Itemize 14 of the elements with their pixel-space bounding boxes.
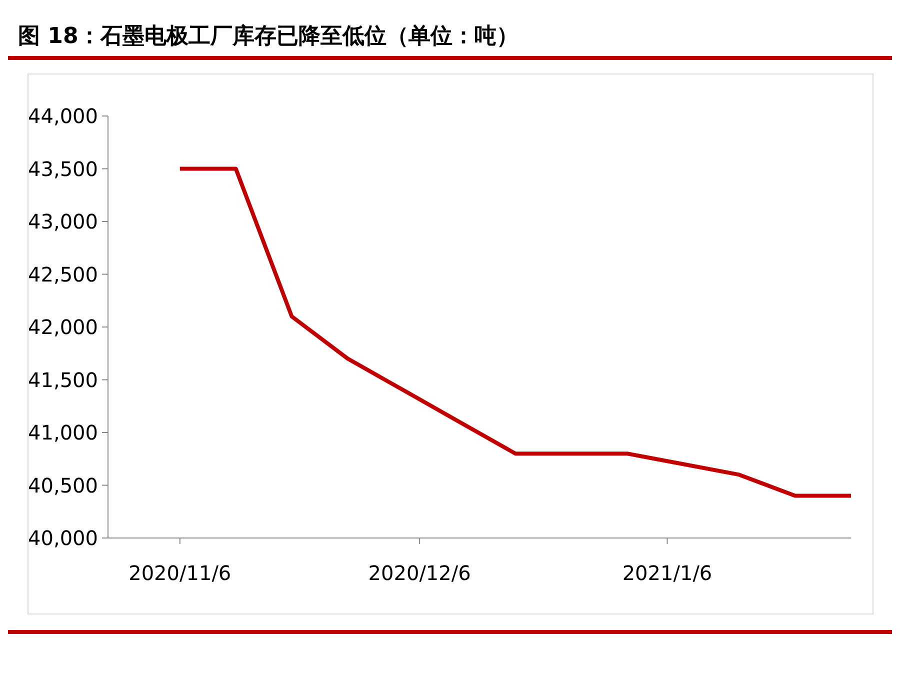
x-tick-label: 2020/11/6 <box>128 561 232 585</box>
y-tick-label: 42,500 <box>28 262 98 286</box>
y-tick-label: 40,000 <box>28 526 98 550</box>
y-tick-label: 42,000 <box>28 315 98 339</box>
chart-title: 图 18：石墨电极工厂库存已降至低位（单位：吨） <box>18 23 518 49</box>
x-tick-label: 2021/1/6 <box>622 561 712 585</box>
y-tick-label: 43,000 <box>28 210 98 234</box>
y-tick-label: 44,000 <box>28 104 98 128</box>
line-series <box>178 166 853 498</box>
y-tick-label: 43,500 <box>28 156 98 181</box>
x-tick-label: 2020/12/6 <box>368 561 471 585</box>
y-tick-label: 41,000 <box>28 420 98 444</box>
y-tick-label: 40,500 <box>28 473 98 498</box>
y-tick-label: 41,500 <box>28 368 98 392</box>
